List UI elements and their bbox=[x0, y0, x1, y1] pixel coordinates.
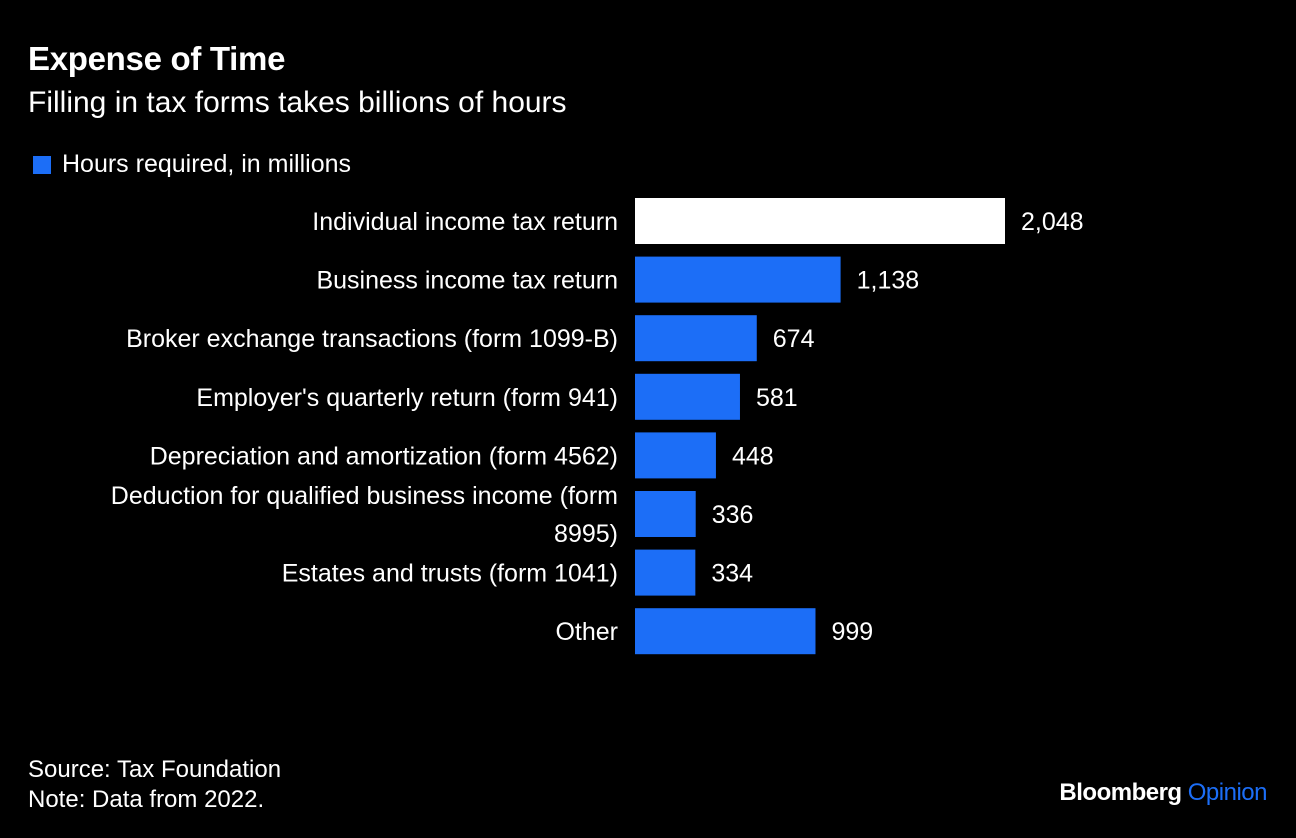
value-label: 334 bbox=[711, 560, 753, 588]
value-label: 448 bbox=[732, 442, 774, 470]
footer: Source: Tax Foundation Note: Data from 2… bbox=[28, 755, 281, 815]
chart-title: Expense of Time bbox=[28, 40, 286, 77]
brand-name: Bloomberg bbox=[1059, 779, 1182, 806]
value-label: 1,138 bbox=[857, 267, 920, 295]
category-label: Employer's quarterly return (form 941) bbox=[196, 384, 618, 412]
brand-logo: Bloomberg Opinion bbox=[1059, 779, 1267, 807]
chart-subtitle: Filling in tax forms takes billions of h… bbox=[28, 86, 567, 119]
category-label: Individual income tax return bbox=[312, 208, 618, 236]
category-label: Business income tax return bbox=[316, 267, 618, 295]
value-label: 674 bbox=[773, 325, 815, 353]
category-label: Other bbox=[555, 618, 618, 646]
value-label: 336 bbox=[712, 501, 754, 529]
category-label: 8995) bbox=[554, 520, 618, 548]
bar bbox=[635, 491, 696, 537]
category-label: Deduction for qualified business income … bbox=[111, 482, 618, 510]
category-label: Broker exchange transactions (form 1099-… bbox=[126, 325, 618, 353]
category-label: Estates and trusts (form 1041) bbox=[282, 560, 618, 588]
brand-section: Opinion bbox=[1187, 779, 1268, 806]
bar bbox=[635, 373, 740, 420]
value-label: 999 bbox=[831, 618, 873, 646]
legend-swatch bbox=[33, 155, 51, 174]
bar bbox=[635, 432, 716, 479]
data-note: Note: Data from 2022. bbox=[28, 786, 265, 813]
value-label: 2,048 bbox=[1021, 208, 1084, 236]
source-note: Source: Tax Foundation bbox=[28, 756, 282, 783]
category-label: Depreciation and amortization (form 4562… bbox=[150, 442, 618, 470]
bar bbox=[635, 256, 841, 303]
value-label: 581 bbox=[756, 384, 798, 412]
bar bbox=[635, 198, 1005, 244]
bar bbox=[635, 549, 696, 596]
bar bbox=[635, 315, 757, 362]
legend: Hours required, in millions bbox=[33, 150, 351, 179]
bar bbox=[635, 608, 816, 655]
legend-label: Hours required, in millions bbox=[62, 150, 352, 178]
